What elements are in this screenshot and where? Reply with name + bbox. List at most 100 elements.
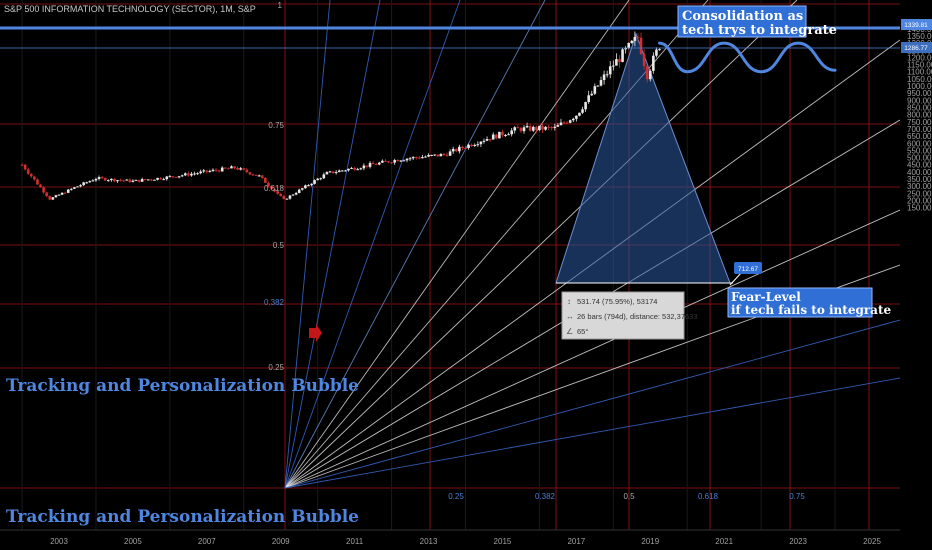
fan-line xyxy=(284,0,461,489)
bubble-label-bottom: Tracking and Personalization Bubble xyxy=(6,507,359,527)
candle-body xyxy=(76,186,79,188)
measure-angle-icon: ∠ xyxy=(566,327,573,336)
candle-body xyxy=(630,40,634,44)
candle-body xyxy=(202,170,206,172)
candle-body xyxy=(316,178,319,181)
price-tick-label: 450.00 xyxy=(907,161,932,170)
candle-body xyxy=(648,70,652,80)
candle-body xyxy=(584,102,587,110)
candle-body xyxy=(356,169,360,171)
candle-body xyxy=(538,125,541,131)
candle-body xyxy=(550,127,554,129)
fear-level-line-2: if tech fails to integrate xyxy=(731,303,891,317)
candle-body xyxy=(461,146,464,148)
candle-body xyxy=(494,134,498,139)
price-axis-bg xyxy=(900,0,932,530)
candle-body xyxy=(147,179,150,181)
candle-body xyxy=(214,169,218,171)
candle-body xyxy=(325,172,329,175)
candle-body xyxy=(70,188,73,190)
fib-labels-right: 1 0.75 0.618 0.5 0.382 0.25 xyxy=(264,1,285,372)
candle-body xyxy=(310,183,313,186)
price-tick-label: 550.00 xyxy=(907,146,932,155)
candle-body xyxy=(29,173,33,177)
candle-body xyxy=(159,177,162,180)
candle-body xyxy=(571,118,575,121)
price-tick-label: 800.00 xyxy=(907,111,932,120)
candle-body xyxy=(140,179,144,182)
measure-price-icon: ↕ xyxy=(567,297,571,306)
candle-body xyxy=(187,173,190,176)
fear-tag: 712.67 xyxy=(734,262,762,274)
candle-body xyxy=(470,144,473,147)
candle-body xyxy=(448,151,452,156)
candle-body xyxy=(97,177,101,180)
candle-body xyxy=(60,192,64,195)
candle-body xyxy=(390,162,393,164)
candle-body xyxy=(535,126,538,131)
candle-body xyxy=(319,178,323,180)
candle-body xyxy=(288,195,292,199)
candle-body xyxy=(467,144,470,149)
candle-body xyxy=(618,59,621,62)
candle-body xyxy=(205,170,209,172)
fan-line xyxy=(284,0,630,489)
candle-body xyxy=(399,160,403,162)
candle-body xyxy=(248,172,252,175)
candle-body xyxy=(103,178,107,181)
time-tick-label: 2009 xyxy=(272,537,290,546)
candle-body xyxy=(353,167,356,170)
price-tick-label: 1350.00 xyxy=(907,32,932,41)
candle-body xyxy=(365,165,369,167)
time-tick-label: 2023 xyxy=(789,537,807,546)
candle-body xyxy=(162,179,166,181)
candle-body xyxy=(421,157,424,159)
time-tick-label: 2005 xyxy=(124,537,142,546)
candle-body xyxy=(239,168,242,170)
consolidation-note: Consolidation as tech trys to integrate xyxy=(677,5,837,38)
candle-body xyxy=(165,176,169,180)
candle-body xyxy=(294,192,298,195)
fib-level-0.75: 0.75 xyxy=(268,121,284,130)
fear-level-line-1: Fear-Level xyxy=(731,290,801,304)
candle-body xyxy=(20,164,24,166)
candle-body xyxy=(208,170,212,172)
fear-level-pointer xyxy=(729,271,743,286)
price-tag-2-text: 1286.77 xyxy=(904,45,928,52)
price-tick-label: 400.00 xyxy=(907,168,932,177)
candle-body xyxy=(507,134,510,136)
candle-body xyxy=(223,167,227,169)
fib-level-1: 1 xyxy=(278,1,283,10)
candle-body xyxy=(393,160,396,163)
time-tick-label: 2015 xyxy=(494,537,512,546)
candle-body xyxy=(94,179,98,181)
candle-body xyxy=(143,179,147,181)
candle-body xyxy=(479,141,483,145)
candle-body xyxy=(251,174,255,176)
candle-body xyxy=(91,180,95,182)
candle-body xyxy=(150,179,153,181)
price-tick-label: 200.00 xyxy=(907,197,932,206)
candle-body xyxy=(658,49,661,51)
candle-body xyxy=(430,154,433,156)
time-tick-label: 2011 xyxy=(346,537,364,546)
candle-body xyxy=(655,49,658,56)
candle-body xyxy=(273,189,276,192)
candle-body xyxy=(267,182,270,187)
candle-body xyxy=(48,196,52,200)
candle-body xyxy=(51,197,55,200)
candle-body xyxy=(331,171,335,173)
candle-body xyxy=(405,158,409,161)
candle-body xyxy=(519,127,523,132)
candle-body xyxy=(562,122,566,124)
fib-level-0.618: 0.618 xyxy=(264,184,285,193)
candle-body xyxy=(257,175,261,177)
price-tag-2: 1286.77 xyxy=(901,42,932,53)
candle-body xyxy=(193,173,196,175)
candle-body xyxy=(66,189,70,193)
candle-body xyxy=(282,196,286,199)
candle-body xyxy=(106,180,110,182)
time-tick-label: 2019 xyxy=(641,537,659,546)
candle-body xyxy=(541,125,544,130)
